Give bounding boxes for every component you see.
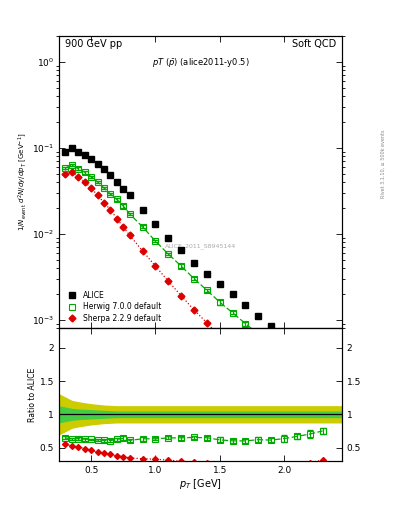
ALICE (294, 344, 299, 350)
Text: Rivet 3.1.10, ≥ 500k events: Rivet 3.1.10, ≥ 500k events (381, 130, 386, 198)
ALICE (140, 207, 145, 213)
Herwig 7.0.0 default (282, 351, 286, 357)
Herwig 7.0.0 default (179, 263, 184, 269)
Herwig 7.0.0 default (95, 179, 100, 185)
Herwig 7.0.0 default (256, 331, 261, 337)
Sherpa 2.2.9 default (166, 278, 171, 284)
Sherpa 2.2.9 default (256, 368, 261, 374)
Legend: ALICE, Herwig 7.0.0 default, Sherpa 2.2.9 default: ALICE, Herwig 7.0.0 default, Sherpa 2.2.… (63, 290, 163, 324)
Line: Herwig 7.0.0 default: Herwig 7.0.0 default (62, 162, 326, 387)
Herwig 7.0.0 default (294, 359, 299, 365)
Herwig 7.0.0 default (102, 185, 107, 191)
ALICE (89, 156, 94, 162)
ALICE (76, 148, 81, 155)
Sherpa 2.2.9 default (89, 185, 94, 191)
Sherpa 2.2.9 default (320, 413, 325, 419)
Herwig 7.0.0 default (89, 174, 94, 180)
Sherpa 2.2.9 default (70, 169, 74, 175)
Herwig 7.0.0 default (82, 169, 87, 175)
ALICE (256, 313, 261, 319)
ALICE (243, 302, 248, 308)
ALICE (217, 281, 222, 287)
Herwig 7.0.0 default (230, 310, 235, 316)
Sherpa 2.2.9 default (95, 192, 100, 198)
ALICE (204, 271, 209, 277)
Sherpa 2.2.9 default (269, 378, 274, 385)
Herwig 7.0.0 default (127, 211, 132, 217)
Text: 900 GeV pp: 900 GeV pp (64, 39, 122, 49)
ALICE (127, 192, 132, 198)
ALICE (269, 323, 274, 329)
Herwig 7.0.0 default (204, 287, 209, 293)
Line: Sherpa 2.2.9 default: Sherpa 2.2.9 default (63, 169, 325, 419)
ALICE (307, 354, 312, 360)
Sherpa 2.2.9 default (153, 263, 158, 269)
Y-axis label: Ratio to ALICE: Ratio to ALICE (28, 367, 37, 421)
Sherpa 2.2.9 default (114, 216, 119, 222)
Sherpa 2.2.9 default (179, 293, 184, 299)
Sherpa 2.2.9 default (82, 179, 87, 185)
ALICE (95, 161, 100, 167)
Herwig 7.0.0 default (307, 367, 312, 373)
ALICE (114, 179, 119, 185)
Herwig 7.0.0 default (153, 238, 158, 244)
Herwig 7.0.0 default (121, 203, 126, 209)
Herwig 7.0.0 default (114, 197, 119, 203)
Herwig 7.0.0 default (166, 251, 171, 257)
Herwig 7.0.0 default (63, 165, 68, 171)
Herwig 7.0.0 default (140, 224, 145, 230)
ALICE (82, 152, 87, 158)
Y-axis label: $1/N_\mathrm{event}\ d^{2}N/dy/dp_T\ [\mathrm{GeV}^{-1}]$: $1/N_\mathrm{event}\ d^{2}N/dy/dp_T\ [\m… (16, 133, 29, 231)
Sherpa 2.2.9 default (121, 224, 126, 230)
Sherpa 2.2.9 default (127, 232, 132, 238)
Herwig 7.0.0 default (192, 275, 196, 282)
Sherpa 2.2.9 default (108, 207, 113, 213)
X-axis label: $p_T\ [\mathrm{GeV}]$: $p_T\ [\mathrm{GeV}]$ (179, 477, 222, 492)
Herwig 7.0.0 default (70, 162, 74, 168)
ALICE (121, 186, 126, 192)
Sherpa 2.2.9 default (102, 200, 107, 206)
Sherpa 2.2.9 default (307, 402, 312, 409)
Herwig 7.0.0 default (217, 299, 222, 305)
ALICE (192, 260, 196, 266)
ALICE (282, 334, 286, 340)
Sherpa 2.2.9 default (192, 307, 196, 313)
Text: $pT\ (\bar{p})$ (alice2011-y0.5): $pT\ (\bar{p})$ (alice2011-y0.5) (152, 56, 249, 69)
Sherpa 2.2.9 default (282, 388, 286, 394)
Text: ALICE_2011_S8945144: ALICE_2011_S8945144 (165, 243, 236, 249)
ALICE (166, 234, 171, 241)
Herwig 7.0.0 default (320, 380, 325, 387)
ALICE (153, 221, 158, 227)
Text: Soft QCD: Soft QCD (292, 39, 336, 49)
ALICE (320, 370, 325, 376)
Sherpa 2.2.9 default (230, 347, 235, 353)
Line: ALICE: ALICE (62, 144, 326, 376)
Sherpa 2.2.9 default (243, 358, 248, 364)
Sherpa 2.2.9 default (140, 248, 145, 254)
ALICE (230, 291, 235, 297)
Sherpa 2.2.9 default (76, 174, 81, 180)
Herwig 7.0.0 default (243, 321, 248, 327)
ALICE (102, 166, 107, 173)
ALICE (179, 247, 184, 253)
Sherpa 2.2.9 default (294, 396, 299, 402)
Sherpa 2.2.9 default (63, 170, 68, 177)
ALICE (63, 148, 68, 155)
Sherpa 2.2.9 default (217, 333, 222, 339)
Sherpa 2.2.9 default (204, 319, 209, 326)
Herwig 7.0.0 default (269, 341, 274, 347)
Herwig 7.0.0 default (76, 165, 81, 172)
ALICE (70, 144, 74, 151)
ALICE (108, 172, 113, 178)
Herwig 7.0.0 default (108, 191, 113, 197)
